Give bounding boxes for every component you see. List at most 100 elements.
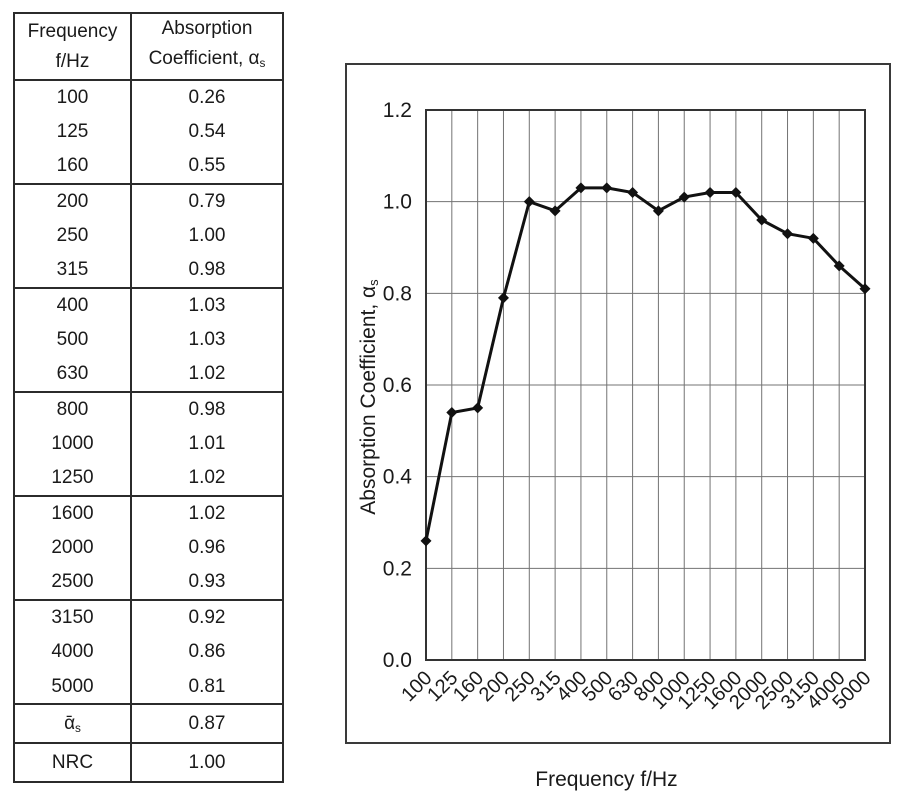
data-point-marker [420, 535, 432, 547]
data-point-marker [549, 205, 561, 217]
coefficient-cell: 1.02 [130, 461, 283, 497]
frequency-cell: 125 [56, 121, 89, 143]
coefficient-cell: 1.02 [130, 495, 283, 531]
coefficient-cell: 0.55 [130, 149, 283, 185]
coefficient-cell: 0.79 [130, 183, 283, 219]
y-tick-label: 1.2 [383, 99, 412, 122]
coefficient-cell: 0.54 [130, 114, 283, 150]
y-tick-label: 0.0 [383, 649, 412, 672]
table-row: 3150 0.92 [14, 599, 283, 635]
table-row: 2500 0.93 [14, 565, 283, 601]
data-point-marker [678, 191, 690, 203]
frequency-cell: 3150 [14, 599, 131, 635]
table-row: 1000 1.01 [14, 426, 283, 462]
frequency-cell: 100 [14, 79, 131, 115]
table-row: 160 0.55 [14, 149, 283, 185]
frequency-cell: 2000 [51, 537, 94, 559]
coefficient-cell: 1.03 [130, 287, 283, 323]
frequency-column-header: Frequency f/Hz [27, 20, 118, 72]
table-row: 630 1.02 [14, 357, 283, 393]
data-point-marker [833, 260, 845, 272]
frequency-cell: 800 [14, 391, 131, 427]
coefficient-cell: 0.93 [130, 565, 283, 601]
frequency-cell: 250 [56, 225, 89, 247]
summary-value-cell: 1.00 [130, 742, 283, 783]
summary-label-cell: ᾱs [14, 703, 131, 744]
chart-svg: 0.00.20.40.60.81.01.21001251602002503154… [383, 99, 876, 714]
y-tick-label: 0.6 [383, 374, 412, 397]
data-point-marker [652, 205, 664, 217]
table-row: 200 0.79 [14, 183, 283, 219]
coefficient-cell: 0.81 [130, 669, 283, 705]
absorption-table: Frequency f/Hz Absorption Coefficient, αs 10… [13, 12, 284, 784]
frequency-cell: 315 [56, 259, 89, 281]
frequency-cell: 2500 [51, 571, 94, 593]
coefficient-cell: 1.02 [130, 357, 283, 393]
y-tick-label: 0.4 [383, 466, 413, 489]
table-row: 4000 0.86 [14, 635, 283, 670]
frequency-cell: 1000 [51, 433, 94, 455]
coefficient-cell: 0.98 [130, 391, 283, 427]
x-axis-title: Frequency f/Hz [387, 768, 826, 792]
x-axis-title-text: Frequency f/Hz [535, 768, 678, 791]
table-row: 800 0.98 [14, 391, 283, 427]
absorption-table-body: Frequency f/Hz Absorption Coefficient, αs 10… [14, 13, 283, 783]
series-line [424, 186, 866, 542]
table-row: 500 1.03 [14, 322, 283, 358]
frequency-cell: 5000 [51, 675, 94, 697]
chart-frame: 0.0 0.2 0.4 0.6 0.8 1.0 1.2 100 125 160 200 250 315 4… [345, 63, 891, 791]
frequency-cell: 500 [56, 329, 89, 351]
frequency-cell: 160 [56, 155, 89, 177]
y-tick-label: 0.2 [383, 557, 412, 580]
coefficient-cell: 0.96 [130, 530, 283, 566]
data-point-marker [756, 214, 768, 226]
y-tick-label: 1.0 [383, 191, 412, 214]
table-row: 400 1.03 [14, 287, 283, 323]
data-point-marker [782, 228, 794, 240]
table-row: 2000 0.96 [14, 530, 283, 566]
coefficient-cell: 1.01 [130, 426, 283, 462]
frequency-cell: 400 [14, 287, 131, 323]
y-axis-title: Absorption Coefficient, αs [357, 279, 381, 514]
coefficient-cell: 0.86 [130, 635, 283, 670]
data-point-marker [601, 182, 613, 194]
table-row: 250 1.00 [14, 218, 283, 254]
data-point-marker [472, 402, 484, 414]
frequency-cell: 1250 [51, 467, 94, 489]
coefficient-cell: 0.98 [130, 253, 283, 289]
table-row: 125 0.54 [14, 114, 283, 150]
data-point-marker [627, 187, 639, 198]
coefficient-cell: 0.92 [130, 599, 283, 635]
y-axis-title-text: Absorption Coefficient, α [356, 285, 380, 515]
data-point-marker [575, 182, 587, 194]
summary-label-cell: NRC [14, 742, 131, 783]
y-tick-label: 0.8 [383, 282, 412, 305]
data-point-marker [859, 283, 871, 295]
y-axis-title-subscript: s [366, 279, 382, 286]
data-point-marker [446, 407, 458, 418]
table-row: 1600 1.02 [14, 495, 283, 531]
table-row: 100 0.26 [14, 79, 283, 115]
frequency-cell: 4000 [51, 641, 94, 663]
frequency-cell: 200 [14, 183, 131, 219]
table-row: 315 0.98 [14, 253, 283, 289]
table-summary-row: NRC 1.00 [14, 742, 283, 783]
data-point-marker [523, 196, 535, 208]
data-point-marker [730, 187, 742, 198]
frequency-cell: 1600 [14, 495, 131, 531]
table-row: 1250 1.02 [14, 461, 283, 497]
summary-value-cell: 0.87 [130, 703, 283, 744]
coefficient-cell: 0.26 [130, 79, 283, 115]
absorption-column-header: Absorption Coefficient, αs [130, 13, 283, 80]
coefficient-cell: 1.00 [130, 218, 283, 254]
plot-border [425, 109, 866, 661]
table-header-row: Frequency f/Hz Absorption Coefficient, αs [14, 13, 283, 80]
data-point-marker [704, 187, 716, 198]
frequency-cell: 630 [56, 363, 89, 385]
table-summary-row: ᾱs 0.87 [14, 703, 283, 744]
data-point-marker [497, 292, 509, 304]
table-row: 5000 0.81 [14, 669, 283, 705]
coefficient-cell: 1.03 [130, 322, 283, 358]
data-point-marker [807, 232, 819, 244]
